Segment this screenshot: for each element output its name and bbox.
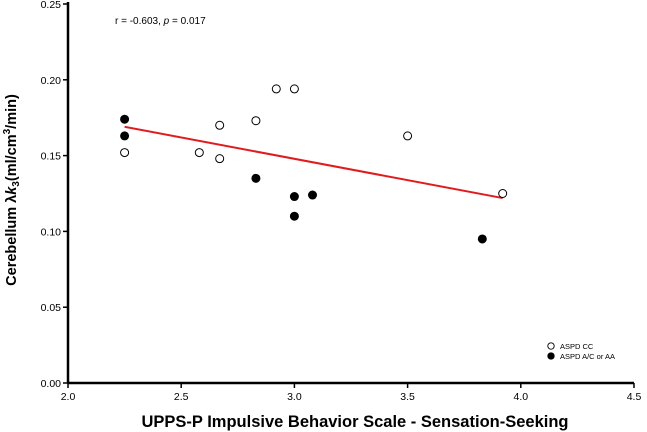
data-point-aspd-ac-aa: [120, 131, 130, 141]
legend-marker-aspd-cc: [547, 342, 555, 350]
data-point-aspd-ac-aa: [120, 114, 130, 124]
data-point-aspd-ac-aa: [289, 211, 299, 221]
y-tick-label: 0.15: [41, 151, 62, 163]
y-label-part-4: /min): [4, 94, 20, 129]
y-tick-label: 0.05: [41, 302, 62, 314]
data-point-aspd-cc: [289, 84, 299, 94]
data-point-aspd-cc: [403, 131, 413, 141]
y-ticks: 0.00 0.05 0.10 0.15 0.20 0.25: [41, 0, 68, 390]
legend-label-aspd-ac-aa: ASPD A/C or AA: [560, 352, 615, 361]
x-tick-label: 3.0: [287, 391, 302, 403]
data-point-aspd-cc: [251, 116, 261, 126]
p-symbol: p: [163, 16, 170, 27]
x-axis-label: UPPS-P Impulsive Behavior Scale - Sensat…: [141, 413, 568, 431]
legend: ASPD CC ASPD A/C or AA: [547, 342, 615, 361]
correlation-annotation: r = -0.603, p = 0.017: [115, 16, 206, 27]
regression-line: [124, 125, 503, 200]
data-point-aspd-cc: [194, 148, 204, 158]
data-point-aspd-cc: [271, 84, 281, 94]
data-point-aspd-ac-aa: [308, 190, 318, 200]
y-tick-label: 0.25: [41, 0, 62, 11]
data-point-aspd-cc: [215, 120, 225, 130]
data-point-aspd-cc: [120, 148, 130, 158]
x-tick-label: 3.5: [400, 391, 415, 403]
axes: [66, 2, 634, 385]
legend-label-aspd-cc: ASPD CC: [560, 342, 594, 351]
r-value: r = -0.603,: [115, 16, 164, 27]
data-point-aspd-cc: [215, 154, 225, 164]
legend-marker-aspd-ac-aa: [547, 352, 555, 360]
data-point-aspd-ac-aa: [477, 234, 487, 244]
data-point-aspd-ac-aa: [289, 192, 299, 202]
y-axis-label: Cerebellum λk3(ml/cm3/min): [2, 94, 22, 286]
p-value: = 0.017: [169, 16, 206, 27]
y-label-subscript: 3: [11, 181, 22, 187]
y-label-part-2: k: [4, 186, 20, 195]
y-label-superscript: 3: [2, 128, 13, 134]
y-tick-label: 0.00: [41, 378, 62, 390]
x-tick-label: 4.0: [513, 391, 528, 403]
data-points: [120, 84, 508, 244]
data-point-aspd-ac-aa: [251, 173, 261, 183]
x-ticks: 2.0 2.5 3.0 3.5 4.0 4.5: [61, 383, 642, 403]
x-tick-label: 4.5: [627, 391, 642, 403]
y-label-part-3: (ml/cm: [4, 134, 20, 181]
data-point-aspd-cc: [498, 189, 508, 198]
y-tick-label: 0.10: [41, 226, 62, 238]
x-tick-label: 2.0: [61, 391, 76, 403]
x-tick-label: 2.5: [174, 391, 189, 403]
y-label-part-1: Cerebellum λ: [4, 195, 20, 286]
regression-line-group: [124, 125, 503, 200]
y-tick-label: 0.20: [41, 75, 62, 87]
